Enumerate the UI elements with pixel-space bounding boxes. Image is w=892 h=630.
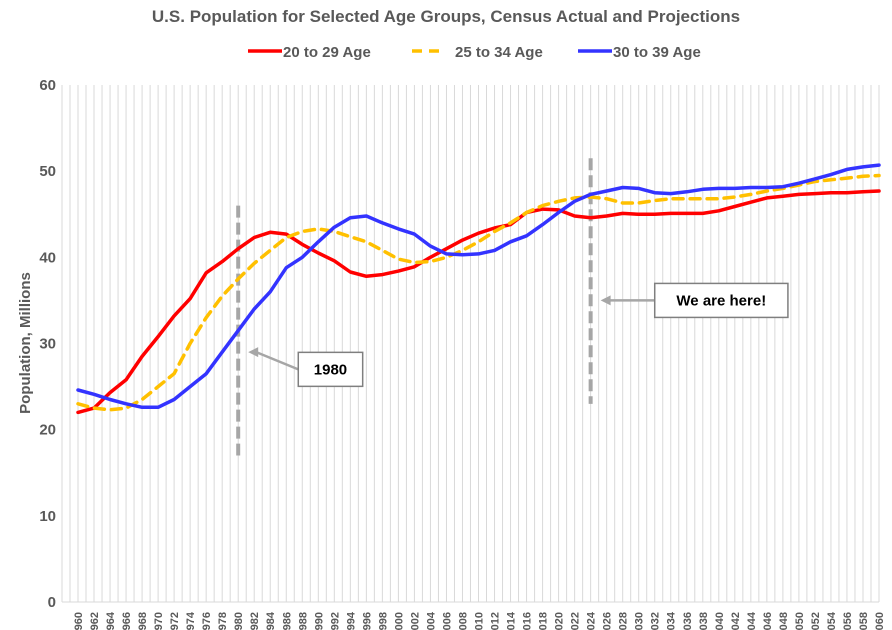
- x-tick-label: 2046: [762, 612, 774, 630]
- x-tick-label: 2010: [474, 612, 486, 630]
- x-tick-label: 2060: [874, 612, 886, 630]
- x-tick-label: 2048: [778, 612, 790, 630]
- x-tick-label: 2024: [586, 611, 598, 630]
- x-tick-label: 2042: [730, 612, 742, 630]
- x-tick-label: 1986: [281, 612, 293, 630]
- annotation-callout: We are here!: [600, 282, 789, 319]
- series-line-25-to-34-age: [76, 173, 881, 412]
- x-tick-label: 1978: [217, 612, 229, 630]
- x-tick-label: 2008: [457, 612, 469, 630]
- x-tick-label: 1964: [105, 611, 117, 630]
- x-tick-label: 1984: [265, 611, 277, 630]
- x-tick-label: 2030: [634, 612, 646, 630]
- annotation-label: 1980: [314, 361, 347, 378]
- x-tick-label: 2018: [538, 612, 550, 630]
- annotation-arrow: [255, 350, 299, 371]
- x-tick-label: 2038: [698, 612, 710, 630]
- y-axis-ticks: 0 10 20 30 40 50 60: [39, 77, 56, 611]
- legend: 20 to 29 Age 25 to 34 Age 30 to 39 Age: [248, 44, 701, 61]
- x-tick-label: 2004: [425, 611, 437, 630]
- x-tick-label: 1970: [153, 612, 165, 630]
- x-tick-label: 1982: [249, 612, 261, 630]
- x-tick-label: 2028: [618, 612, 630, 630]
- x-tick-label: 2020: [554, 612, 566, 630]
- x-tick-label: 2044: [746, 611, 758, 630]
- x-tick-label: 2032: [650, 612, 662, 630]
- annotation-label: We are here!: [676, 292, 766, 309]
- x-tick-label: 1966: [121, 612, 133, 630]
- y-tick-label: 60: [39, 77, 56, 94]
- arrow-head-icon: [248, 347, 259, 358]
- x-tick-label: 2022: [570, 612, 582, 630]
- series-lines: [76, 163, 881, 415]
- legend-label: 30 to 39 Age: [613, 44, 701, 61]
- x-tick-label: 1994: [345, 611, 357, 630]
- x-tick-label: 2002: [409, 612, 421, 630]
- gridlines: [61, 85, 880, 603]
- legend-label: 20 to 29 Age: [283, 44, 371, 61]
- x-tick-label: 2012: [490, 612, 502, 630]
- chart-title: U.S. Population for Selected Age Groups,…: [152, 7, 740, 26]
- x-tick-label: 1992: [329, 612, 341, 630]
- x-tick-label: 2034: [666, 611, 678, 630]
- y-tick-label: 30: [39, 336, 56, 353]
- y-tick-label: 20: [39, 422, 56, 439]
- y-tick-label: 40: [39, 249, 56, 266]
- x-tick-label: 2006: [441, 612, 453, 630]
- x-tick-label: 1990: [313, 612, 325, 630]
- x-tick-label: 1996: [361, 612, 373, 630]
- legend-label: 25 to 34 Age: [455, 44, 543, 61]
- legend-item: 30 to 39 Age: [578, 44, 701, 61]
- arrow-head-icon: [600, 295, 611, 306]
- legend-item: 25 to 34 Age: [412, 44, 543, 61]
- y-axis-label: Population, Millions: [17, 272, 34, 414]
- x-tick-label: 2050: [794, 612, 806, 630]
- annotation-callout: 1980: [248, 347, 364, 388]
- annotation-callouts: 1980 We are here!: [248, 282, 789, 388]
- x-tick-label: 2014: [506, 611, 518, 630]
- x-tick-label: 2000: [393, 612, 405, 630]
- annotation-box: [653, 282, 789, 319]
- x-tick-label: 2058: [858, 612, 870, 630]
- series-line-30-to-39-age: [76, 163, 881, 410]
- x-tick-label: 2056: [842, 612, 854, 630]
- x-tick-label: 1972: [169, 612, 181, 630]
- x-tick-label: 1998: [377, 612, 389, 630]
- x-tick-label: 2040: [714, 612, 726, 630]
- x-tick-label: 1974: [185, 611, 197, 630]
- y-tick-label: 0: [48, 594, 56, 611]
- annotation-box: [297, 351, 364, 388]
- y-tick-label: 10: [39, 508, 56, 525]
- x-tick-label: 1976: [201, 612, 213, 630]
- legend-item: 20 to 29 Age: [248, 44, 371, 61]
- x-tick-label: 1960: [73, 612, 85, 630]
- x-tick-label: 2052: [810, 612, 822, 630]
- x-tick-label: 2036: [682, 612, 694, 630]
- x-tick-label: 2054: [826, 611, 838, 630]
- x-tick-label: 1980: [233, 612, 245, 630]
- x-tick-label: 2016: [522, 612, 534, 630]
- series-line-20-to-29-age: [76, 189, 881, 415]
- x-axis-ticks: 1960 1962 1964 1966 1968 1970 1972 1974 1976 1978…: [73, 611, 886, 630]
- x-tick-label: 1968: [137, 612, 149, 630]
- y-tick-label: 50: [39, 163, 56, 180]
- x-tick-label: 1962: [89, 612, 101, 630]
- x-tick-label: 2026: [602, 612, 614, 630]
- x-tick-label: 1988: [297, 612, 309, 630]
